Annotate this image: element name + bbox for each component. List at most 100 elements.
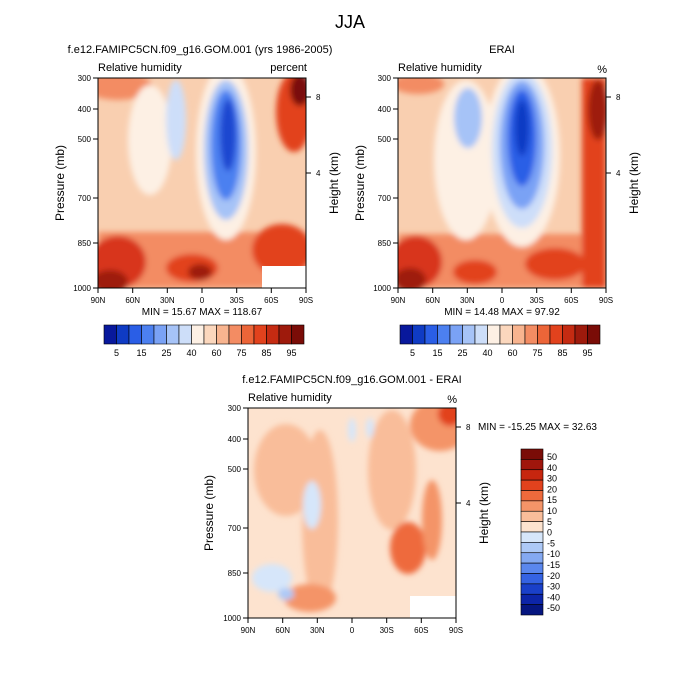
colorbar-label: 95 [286,348,296,358]
colorbar-swatch [520,469,544,481]
colorbar-swatch [524,324,538,345]
colorbar-label: 60 [507,348,517,358]
height-axis: 8 4 Height (km) [606,93,641,214]
colorbar-label: 75 [236,348,246,358]
y-tick-label: 500 [228,465,242,474]
colorbar-swatch [203,324,217,345]
colorbar-swatch [549,324,563,345]
y-tick-label: 700 [378,194,392,203]
height-tick-label: 4 [466,499,471,508]
colorbar-swatch [520,604,544,616]
colorbar-label: 15 [547,495,557,505]
panel-left-label: Relative humidity [248,392,332,404]
colorbar-swatch [587,324,601,345]
height-tick-label: 4 [316,169,321,178]
y-tick-label: 850 [228,569,242,578]
x-tick-label: 90N [91,296,106,305]
y-tick-label: 700 [78,194,92,203]
x-tick-label: 0 [350,626,355,635]
colorbar-swatch [178,324,192,345]
colorbar: 5 15 25 40 60 75 85 95 [103,324,305,358]
colorbar-swatch [128,324,142,345]
colorbar-label: 5 [547,517,552,527]
panel-title: f.e12.FAMIPC5CN.f09_g16.GOM.001 (yrs 198… [68,44,333,56]
colorbar-swatch [462,324,476,345]
colorbar-label: 50 [547,452,557,462]
x-tick-label: 90N [391,296,406,305]
colorbar-label: 75 [532,348,542,358]
colorbar-label: 20 [547,484,557,494]
colorbar-swatch [141,324,155,345]
panel-left-label: Relative humidity [98,62,182,74]
height-axis: 8 4 Height (km) [456,423,491,544]
colorbar-swatch [291,324,305,345]
colorbar-swatch [487,324,501,345]
y-tick-label: 1000 [373,284,391,293]
colorbar-label: 25 [457,348,467,358]
colorbar-swatch [520,573,544,585]
y-tick-label: 850 [378,239,392,248]
colorbar-label: 5 [114,348,119,358]
panel-title: ERAI [489,44,515,56]
colorbar-swatch [399,324,413,345]
y-tick-label: 300 [228,404,242,413]
colorbar-label: 15 [432,348,442,358]
panel-units-label: percent [270,62,307,74]
y-tick-label: 300 [78,74,92,83]
colorbar-swatch [437,324,451,345]
colorbar-label: 85 [557,348,567,358]
min-max-readout: MIN = -15.25 MAX = 32.63 [478,422,597,433]
figure-title: JJA [335,12,365,32]
panel-units-label: % [597,64,607,76]
x-tick-label: 60N [425,296,440,305]
colorbar-swatch [103,324,117,345]
colorbar-swatch [520,521,544,533]
x-tick-label: 90S [599,296,613,305]
x-tick-label: 60S [264,296,278,305]
x-tick-label: 0 [200,296,205,305]
contour-field [398,78,606,288]
height-tick-label: 8 [316,93,321,102]
y-axis: 300 400 500 700 850 1000 Pressure (mb) [202,404,248,623]
colorbar-swatch [520,500,544,512]
y-tick-label: 300 [378,74,392,83]
x-tick-label: 30N [310,626,325,635]
y-tick-label: 850 [78,239,92,248]
colorbar-swatch [253,324,267,345]
colorbar-swatch [216,324,230,345]
colorbar-label: 10 [547,506,557,516]
colorbar-label: 30 [547,474,557,484]
colorbar-label: 40 [547,463,557,473]
colorbar-swatch [562,324,576,345]
colorbar-swatch [474,324,488,345]
colorbar-label: 5 [410,348,415,358]
colorbar: 5 15 25 40 60 75 85 95 [399,324,601,358]
x-tick-label: 30S [380,626,394,635]
colorbar-swatch [191,324,205,345]
colorbar-label: -10 [547,549,560,559]
colorbar-label: 60 [211,348,221,358]
height-tick-label: 4 [616,169,621,178]
y-axis-title: Pressure (mb) [353,145,367,221]
colorbar-swatch [153,324,167,345]
colorbar-swatch [499,324,513,345]
height-tick-label: 8 [616,93,621,102]
height-tick-label: 8 [466,423,471,432]
panel-units-label: % [447,394,457,406]
colorbar-swatch [520,490,544,502]
height-axis-title: Height (km) [327,152,341,214]
colorbar-label: 85 [261,348,271,358]
colorbar-swatch [520,542,544,554]
colorbar-label: 15 [136,348,146,358]
panel-difference: f.e12.FAMIPC5CN.f09_g16.GOM.001 - ERAI R… [202,374,597,635]
y-axis-title: Pressure (mb) [202,475,216,551]
x-tick-label: 30S [230,296,244,305]
colorbar-swatches [520,448,544,616]
y-tick-label: 400 [78,105,92,114]
colorbar-swatch [520,552,544,564]
colorbar-swatch [278,324,292,345]
panel-erai: ERAI Relative humidity % [353,44,641,358]
y-axis-title: Pressure (mb) [53,145,67,221]
x-tick-label: 60N [125,296,140,305]
colorbar-label: 40 [186,348,196,358]
